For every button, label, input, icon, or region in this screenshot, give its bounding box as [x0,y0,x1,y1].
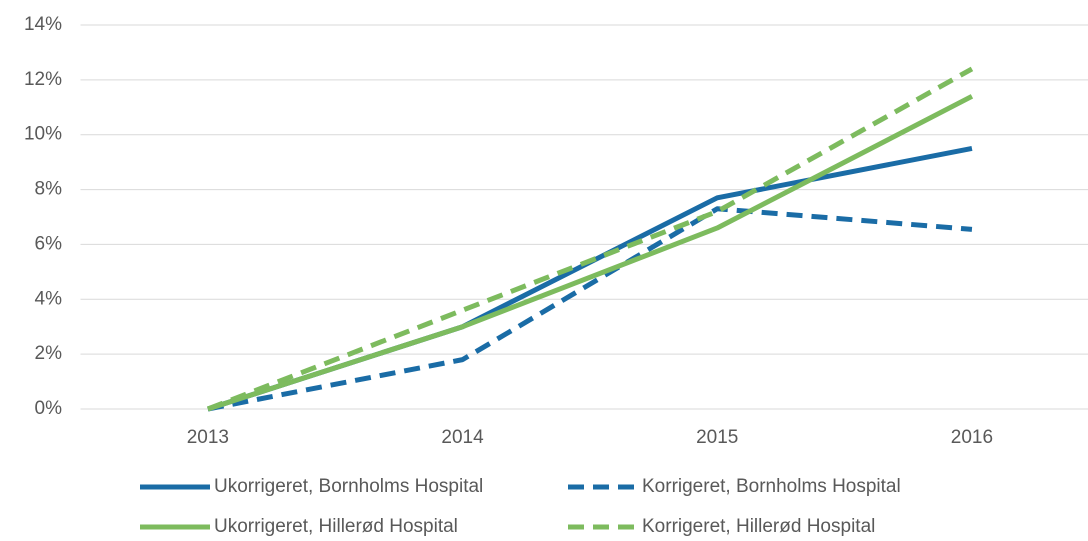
x-tick-label: 2013 [187,427,229,448]
y-tick-label: 0% [35,398,63,419]
y-tick-label: 6% [35,233,63,254]
y-tick-label: 12% [24,69,62,90]
legend-label: Korrigeret, Hillerød Hospital [642,516,875,537]
y-tick-label: 10% [24,124,62,145]
series-line [207,94,974,412]
x-tick-label: 2014 [441,427,484,448]
y-tick-label: 2% [35,343,63,364]
x-tick-label: 2016 [951,427,993,448]
series-line [207,206,973,412]
y-tick-label: 4% [35,288,63,309]
legend-label: Korrigeret, Bornholms Hospital [642,476,901,497]
legend-label: Ukorrigeret, Bornholms Hospital [214,476,483,497]
legend-label: Ukorrigeret, Hillerød Hospital [214,516,458,537]
y-tick-label: 14% [24,14,62,35]
y-tick-label: 8% [35,179,63,200]
x-tick-label: 2015 [696,427,738,448]
series-line [206,66,974,412]
